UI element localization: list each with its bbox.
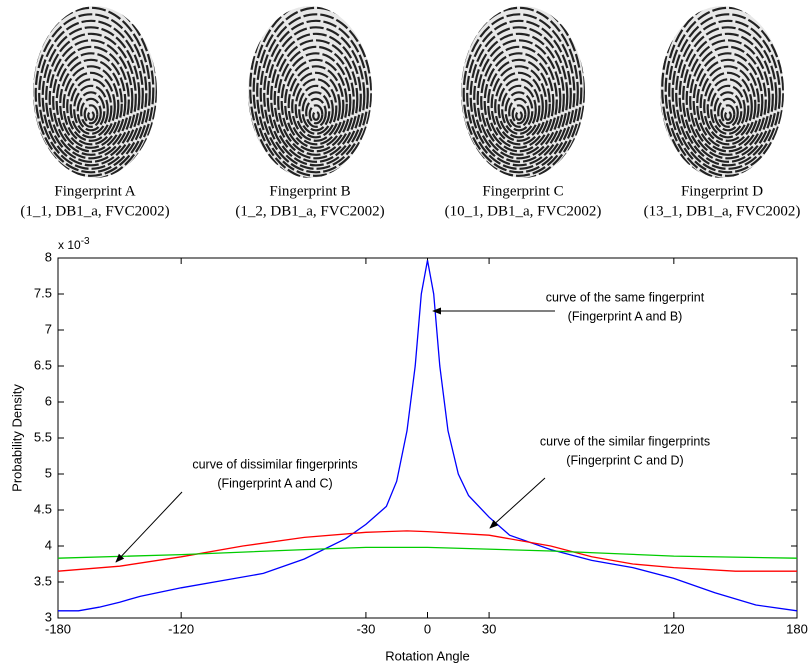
y-tick-label: 3.5	[34, 573, 52, 588]
annotation: (Fingerprint A and B)	[568, 309, 683, 323]
fingerprint-source: (1_1, DB1_a, FVC2002)	[20, 203, 169, 219]
annotation: curve of the similar fingerprints	[540, 434, 710, 448]
annotation: curve of dissimilar fingerprints	[192, 457, 357, 471]
ridges	[226, 0, 407, 207]
fingerprint-source: (10_1, DB1_a, FVC2002)	[445, 203, 602, 219]
fingerprint-label: Fingerprint C	[482, 183, 563, 199]
x-tick-label: 30	[482, 621, 496, 636]
fingerprint-source: (13_1, DB1_a, FVC2002)	[644, 203, 801, 219]
x-tick-label: -120	[168, 621, 194, 636]
y-tick-label: 8	[45, 249, 52, 264]
y-multiplier: x 10-3	[58, 236, 90, 253]
fingerprint-image	[638, 0, 812, 207]
y-tick-label: 5	[45, 465, 52, 480]
ridges	[1, 0, 182, 207]
y-tick-label: 4	[45, 537, 52, 552]
y-tick-label: 4.5	[34, 501, 52, 516]
y-tick-label: 6.5	[34, 357, 52, 372]
y-tick-label: 5.5	[34, 429, 52, 444]
y-tick-label: 3	[45, 609, 52, 624]
x-tick-label: -30	[357, 621, 376, 636]
fingerprint-label: Fingerprint B	[269, 183, 350, 199]
fingerprint-label: Fingerprint A	[54, 183, 135, 199]
x-tick-label: 120	[663, 621, 685, 636]
annotation: curve of the same fingerprint	[546, 290, 705, 304]
y-tick-label: 7.5	[34, 285, 52, 300]
x-tick-label: 180	[786, 621, 808, 636]
x-axis-label: Rotation Angle	[385, 648, 470, 663]
ridges	[429, 0, 610, 207]
y-tick-label: 6	[45, 393, 52, 408]
x-tick-label: 0	[424, 621, 431, 636]
ridges	[638, 0, 812, 207]
fingerprint-source: (1_2, DB1_a, FVC2002)	[235, 203, 384, 219]
multiplier-exponent: -3	[81, 236, 90, 247]
y-axis-label: Probability Density	[9, 384, 24, 492]
fingerprint-image	[226, 0, 407, 207]
annotation: (Fingerprint C and D)	[566, 453, 683, 467]
annotation: (Fingerprint A and C)	[217, 476, 332, 490]
fingerprint-image	[429, 0, 610, 207]
multiplier-base: x 10	[58, 238, 81, 252]
fingerprint-image	[1, 0, 182, 207]
fingerprint-label: Fingerprint D	[681, 183, 763, 199]
y-tick-label: 7	[45, 321, 52, 336]
figure: Fingerprint A (1_1, DB1_a, FVC2002) Finger…	[0, 0, 812, 666]
